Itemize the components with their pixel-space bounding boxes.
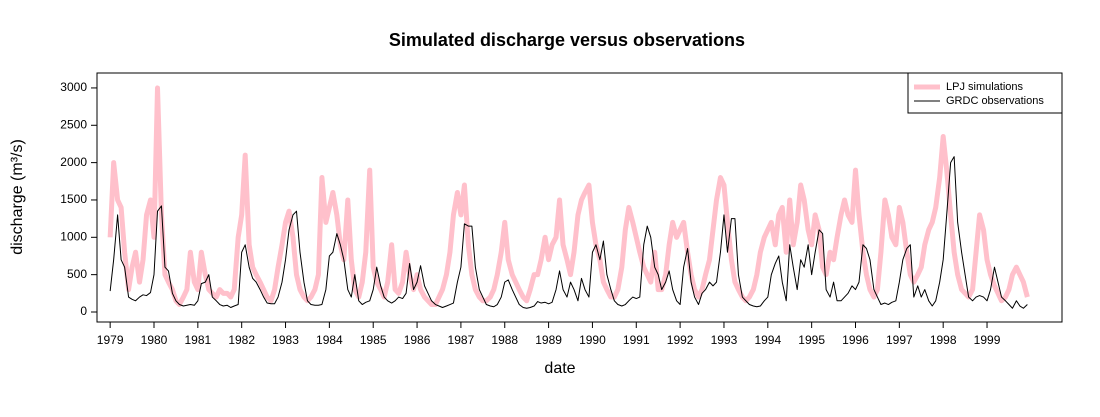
x-tick-label: 1979: [97, 333, 124, 347]
x-tick-label: 1986: [404, 333, 431, 347]
x-tick-label: 1999: [974, 333, 1001, 347]
x-tick-label: 1990: [579, 333, 606, 347]
chart-title: Simulated discharge versus observations: [389, 30, 745, 50]
x-tick-label: 1995: [798, 333, 825, 347]
x-tick-label: 1989: [535, 333, 562, 347]
x-tick-label: 1996: [842, 333, 869, 347]
x-tick-label: 1992: [667, 333, 694, 347]
x-tick-label: 1984: [316, 333, 343, 347]
x-tick-label: 1993: [711, 333, 738, 347]
x-tick-label: 1997: [886, 333, 913, 347]
x-tick-label: 1982: [228, 333, 255, 347]
x-tick-label: 1983: [272, 333, 299, 347]
y-tick-label: 500: [67, 267, 87, 281]
legend-box: [907, 72, 1063, 114]
x-tick-label: 1998: [930, 333, 957, 347]
legend-label: LPJ simulations: [946, 81, 1024, 93]
x-tick-label: 1980: [141, 333, 168, 347]
y-tick-label: 1500: [60, 192, 87, 206]
x-tick-label: 1985: [360, 333, 387, 347]
series-line: [107, 85, 1030, 308]
x-tick-label: 1988: [491, 333, 518, 347]
x-tick-label: 1994: [754, 333, 781, 347]
y-tick-label: 1000: [60, 229, 87, 243]
legend-label: GRDC observations: [946, 95, 1044, 107]
y-tick-label: 3000: [60, 80, 87, 94]
y-tick-label: 2500: [60, 117, 87, 131]
x-axis-label: date: [544, 360, 575, 377]
x-tick-label: 1991: [623, 333, 650, 347]
y-tick-label: 2000: [60, 155, 87, 169]
y-axis-label: discharge (m³/s): [9, 139, 26, 255]
x-tick-label: 1981: [184, 333, 211, 347]
plot-frame: [96, 72, 1063, 323]
series-line: [109, 156, 1028, 309]
y-tick-label: 0: [80, 304, 87, 318]
x-tick-label: 1987: [448, 333, 475, 347]
